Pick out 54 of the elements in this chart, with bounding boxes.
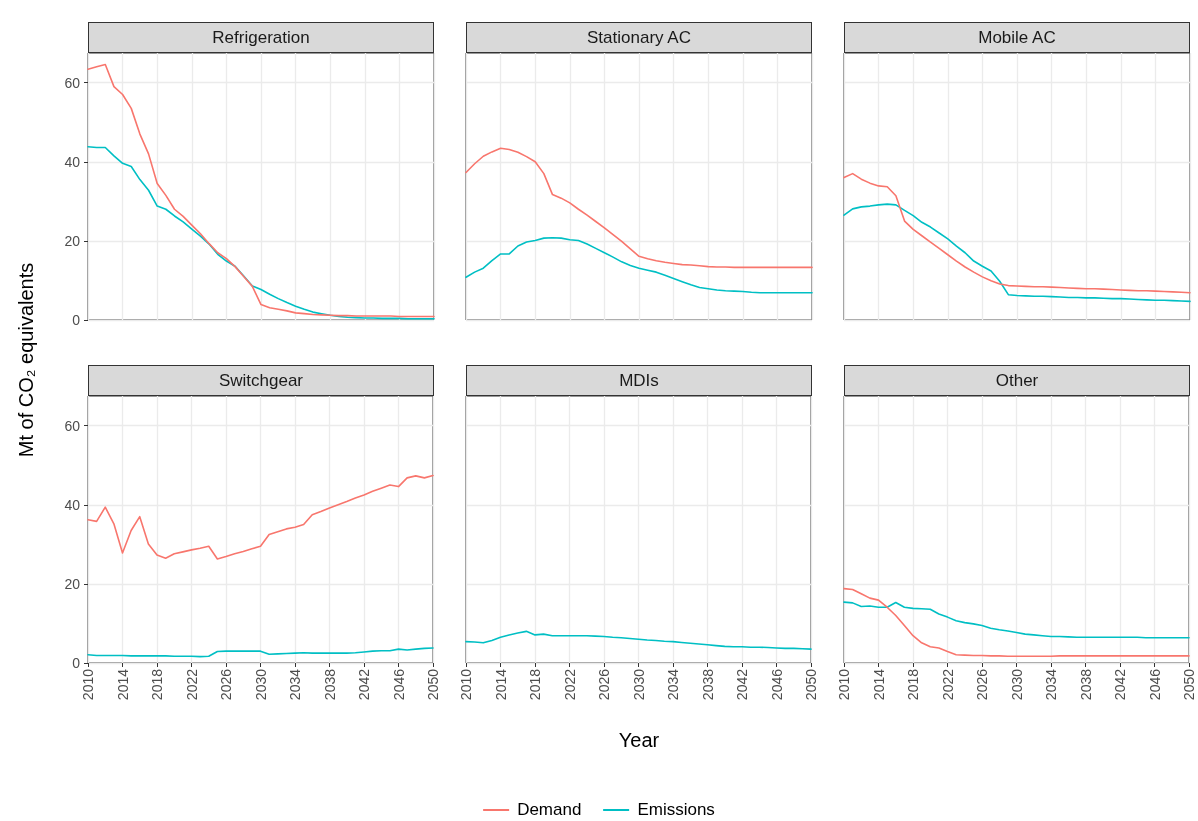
x-tick-label: 2018 <box>905 668 921 701</box>
x-tick-label: 2030 <box>630 668 647 701</box>
chart-title: Refrigeration <box>88 22 434 53</box>
y-tick-label: 40 <box>64 496 81 513</box>
y-tick-label: 0 <box>72 655 81 671</box>
x-tick-label: 2010 <box>836 668 852 701</box>
legend-label: Emissions <box>637 800 715 820</box>
legend-label: Demand <box>517 800 582 820</box>
y-tick-label: 60 <box>64 74 81 91</box>
x-tick-label: 2042 <box>1112 668 1128 701</box>
chart-title: Other <box>844 365 1190 396</box>
x-tick-label: 2014 <box>114 668 131 701</box>
chart-title: Mobile AC <box>844 22 1190 53</box>
x-tick-label: 2022 <box>561 668 578 701</box>
x-tick-label: 2010 <box>80 668 96 701</box>
x-tick-label: 2042 <box>356 668 372 701</box>
x-tick-label: 2046 <box>768 668 785 701</box>
x-tick-label: 2034 <box>1043 668 1059 701</box>
y-tick-label: 20 <box>64 232 81 249</box>
y-axis-title: Mt of CO₂ equivalents <box>14 262 38 458</box>
x-tick-label: 2018 <box>149 668 165 701</box>
line-series <box>87 474 434 560</box>
x-tick-label: 2042 <box>734 668 750 701</box>
x-tick-label: 2014 <box>870 668 887 701</box>
x-tick-label: 2046 <box>390 668 407 701</box>
x-tick-label: 2026 <box>596 668 612 701</box>
x-tick-label: 2038 <box>699 668 716 701</box>
x-tick-label: 2050 <box>1181 668 1197 701</box>
chart-title: MDIs <box>466 365 812 396</box>
x-tick-label: 2014 <box>492 668 509 701</box>
x-axis-title: Year <box>618 728 660 752</box>
chart-title: Stationary AC <box>466 22 812 53</box>
x-tick-label: 2026 <box>974 668 990 701</box>
x-tick-label: 2030 <box>252 668 269 701</box>
y-tick-label: 20 <box>64 575 81 592</box>
x-tick-label: 2010 <box>458 668 474 701</box>
x-tick-label: 2038 <box>321 668 338 701</box>
y-tick-label: 0 <box>72 312 81 328</box>
x-tick-label: 2026 <box>218 668 234 701</box>
x-tick-label: 2038 <box>1077 668 1094 701</box>
x-tick-label: 2018 <box>527 668 543 701</box>
x-tick-label: 2050 <box>425 668 441 701</box>
y-tick-label: 40 <box>64 153 81 170</box>
line-series <box>87 63 435 318</box>
x-tick-label: 2022 <box>939 668 956 701</box>
x-tick-label: 2034 <box>665 668 681 701</box>
x-tick-label: 2050 <box>803 668 819 701</box>
x-tick-label: 2022 <box>183 668 200 701</box>
line-series <box>87 647 434 658</box>
x-tick-label: 2030 <box>1008 668 1025 701</box>
x-tick-label: 2046 <box>1146 668 1163 701</box>
y-tick-label: 60 <box>64 417 81 434</box>
x-tick-label: 2034 <box>287 668 303 701</box>
chart-title: Switchgear <box>88 365 434 396</box>
